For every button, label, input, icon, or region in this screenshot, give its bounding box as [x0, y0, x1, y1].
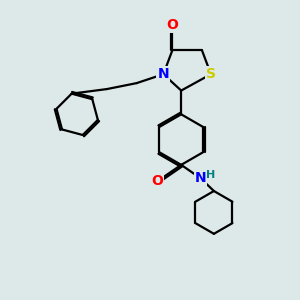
Text: N: N	[195, 171, 206, 185]
Text: O: O	[167, 18, 178, 32]
Text: N: N	[158, 67, 169, 81]
Text: S: S	[206, 67, 216, 81]
Text: H: H	[206, 170, 216, 180]
Text: O: O	[152, 174, 164, 188]
